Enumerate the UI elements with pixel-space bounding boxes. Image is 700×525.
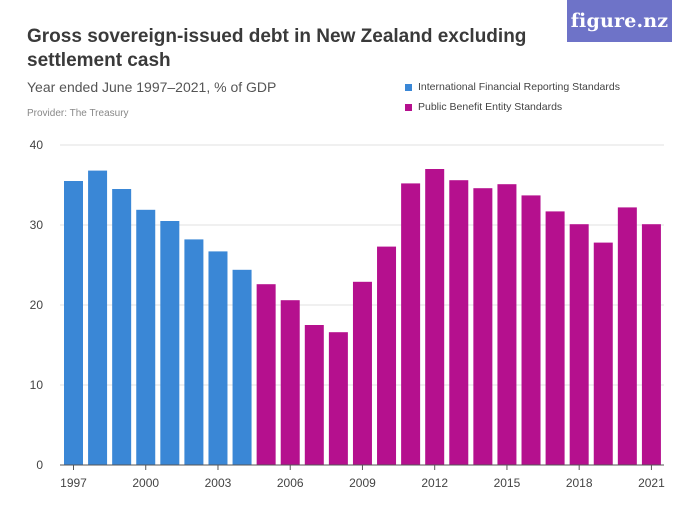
- legend-item-ifrs: International Financial Reporting Standa…: [405, 77, 620, 97]
- data-provider: Provider: The Treasury: [27, 108, 129, 119]
- bar-2015: [497, 184, 517, 465]
- bar-2011: [401, 183, 421, 465]
- bar-2014: [473, 188, 493, 465]
- y-tick-label-30: 30: [30, 218, 44, 232]
- legend-swatch-ifrs: [405, 83, 412, 91]
- x-tick-label-2012: 2012: [421, 476, 448, 490]
- bar-2003: [208, 251, 228, 465]
- bar-2006: [280, 300, 300, 465]
- bar-2012: [425, 169, 445, 465]
- y-tick-label-10: 10: [30, 378, 44, 392]
- bar-1998: [88, 170, 108, 465]
- bar-2007: [304, 325, 324, 465]
- chart-title: Gross sovereign-issued debt in New Zeala…: [27, 26, 527, 71]
- x-tick-label-2006: 2006: [277, 476, 304, 490]
- bar-2018: [569, 224, 589, 465]
- bar-2008: [328, 332, 348, 465]
- bar-2004: [232, 269, 252, 465]
- bar-2021: [641, 224, 661, 465]
- chart-legend: International Financial Reporting Standa…: [405, 77, 620, 117]
- bar-1999: [112, 189, 132, 465]
- x-tick-label-2000: 2000: [132, 476, 159, 490]
- y-tick-label-20: 20: [30, 298, 44, 312]
- legend-swatch-pbe: [405, 103, 412, 111]
- bar-2010: [377, 246, 397, 465]
- x-tick-label-2018: 2018: [566, 476, 593, 490]
- bar-2002: [184, 239, 204, 465]
- legend-label-ifrs: International Financial Reporting Standa…: [418, 81, 620, 93]
- x-tick-label-2021: 2021: [638, 476, 665, 490]
- bar-2001: [160, 221, 180, 465]
- x-tick-label-2015: 2015: [494, 476, 521, 490]
- bar-2005: [256, 284, 276, 465]
- bar-2000: [136, 209, 156, 465]
- bar-2013: [449, 180, 469, 465]
- figure-nz-logo[interactable]: figure.nz: [567, 0, 672, 42]
- x-tick-label-2009: 2009: [349, 476, 376, 490]
- legend-item-pbe: Public Benefit Entity Standards: [405, 97, 620, 117]
- bar-2017: [545, 211, 565, 465]
- bar-2020: [617, 207, 637, 465]
- y-tick-label-0: 0: [36, 458, 43, 472]
- bar-2009: [352, 281, 372, 465]
- legend-label-pbe: Public Benefit Entity Standards: [418, 101, 563, 113]
- bar-2019: [593, 242, 613, 465]
- chart-subtitle: Year ended June 1997–2021, % of GDP: [27, 79, 277, 95]
- x-tick-label-1997: 1997: [60, 476, 87, 490]
- bar-2016: [521, 195, 541, 465]
- x-tick-label-2003: 2003: [205, 476, 232, 490]
- y-tick-label-40: 40: [30, 138, 44, 152]
- bar-1997: [64, 181, 83, 465]
